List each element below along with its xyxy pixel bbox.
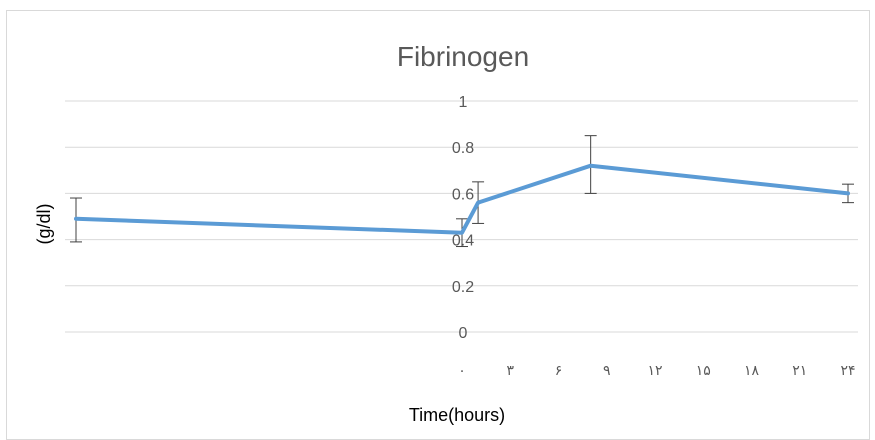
x-tick-label: ۲۴ [840,363,855,379]
line-chart: Fibrinogen 0 0.2 0.4 0.6 0.8 1 ۰ ۳ ۶ ۹ ۱۲ ۱۵ ۱۸ ۲۱ ۲۴… [34,41,858,425]
y-tick-label: 0.8 [452,140,474,157]
series-lines [74,163,850,235]
y-tick-label: 0.2 [452,279,474,296]
x-axis-ticks: ۰ ۳ ۶ ۹ ۱۲ ۱۵ ۱۸ ۲۱ ۲۴ [458,363,855,379]
x-tick-label: ۱۲ [647,363,662,379]
y-axis-ticks: 0 0.2 0.4 0.6 0.8 1 [452,94,474,342]
chart-frame [6,10,870,440]
y-tick-label: 0 [459,325,468,342]
y-tick-label: 1 [459,94,468,111]
chart-title: Fibrinogen [397,41,529,72]
x-tick-label: ۱۸ [744,363,760,379]
series-line [74,163,850,235]
y-axis-label: (g/dl) [34,203,54,244]
x-axis-label: Time(hours) [409,405,505,425]
x-tick-label: ۲۱ [792,363,807,379]
x-tick-label: ۰ [458,363,466,379]
x-tick-label: ۱۵ [696,363,711,379]
gridlines [65,100,858,333]
x-tick-label: ۳ [506,363,514,379]
x-tick-label: ۹ [603,363,611,379]
y-tick-label: 0.4 [452,233,474,250]
y-tick-label: 0.6 [452,186,474,203]
x-tick-label: ۶ [555,363,563,379]
